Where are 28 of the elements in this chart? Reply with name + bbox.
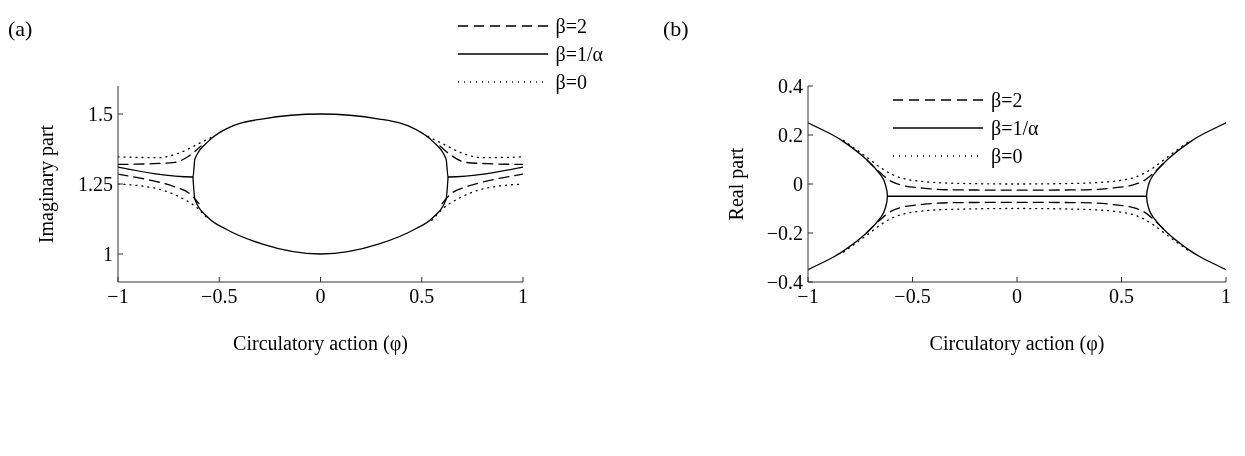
y-tick-label: −0.2	[766, 222, 803, 245]
x-tick-label: −1	[107, 285, 129, 308]
legend-label: β=2	[991, 88, 1023, 112]
x-tick-label: 0.5	[409, 285, 435, 308]
x-tick-label: −0.5	[894, 285, 931, 308]
x-tick-label: 0.5	[1109, 285, 1134, 308]
legend-label: β=1/α	[991, 116, 1039, 140]
legend-label: β=2	[555, 14, 587, 38]
y-tick-label: 0.4	[778, 75, 803, 98]
x-tick-label: 0	[315, 285, 326, 308]
y-tick-label: 1.25	[78, 173, 113, 196]
x-tick-label: −0.5	[201, 285, 238, 308]
legend-label: β=0	[555, 70, 587, 94]
y-axis-title: Real part	[725, 147, 749, 221]
chart-title: (a)	[8, 16, 33, 42]
x-axis-title: Circulatory action (φ)	[233, 332, 408, 355]
x-axis-title: Circulatory action (φ)	[929, 332, 1105, 355]
legend-label: β=1/α	[555, 42, 603, 66]
x-tick-label: 0	[1012, 285, 1022, 308]
y-tick-label: 1.5	[88, 103, 113, 126]
x-tick-label: 1	[1221, 285, 1231, 308]
chart-title: (b)	[663, 16, 689, 42]
y-tick-label: 0	[793, 173, 803, 196]
y-tick-label: 1	[103, 243, 113, 266]
y-axis-title: Imaginary part	[35, 124, 59, 244]
y-tick-label: 0.2	[778, 124, 803, 147]
x-tick-label: 1	[518, 285, 528, 308]
legend-label: β=0	[991, 144, 1023, 168]
